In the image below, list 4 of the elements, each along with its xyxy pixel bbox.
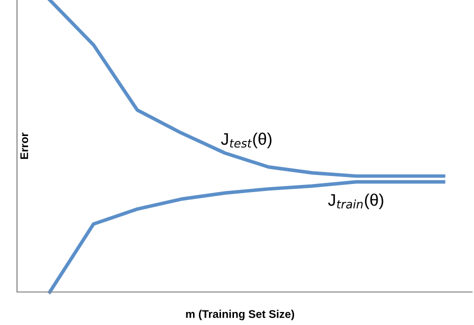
x-axis-title: m (Training Set Size) xyxy=(186,310,294,320)
y-axis-title: Error xyxy=(20,132,28,159)
series-label: J$_{test}$(θ) xyxy=(221,132,272,148)
series-label: J$_{train}$(θ) xyxy=(328,194,384,210)
